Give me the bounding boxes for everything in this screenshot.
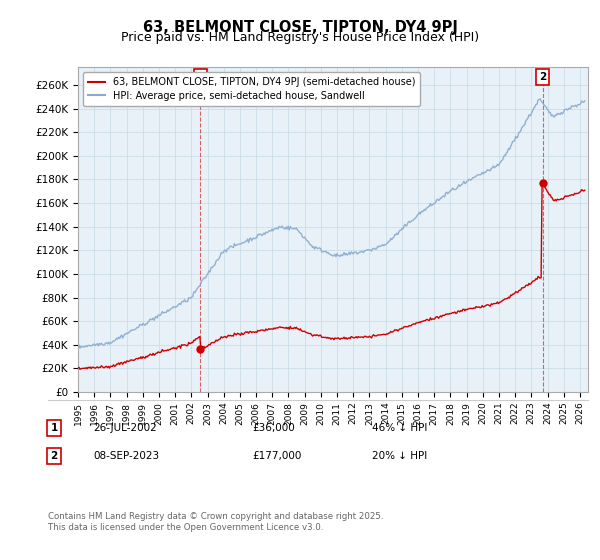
Legend: 63, BELMONT CLOSE, TIPTON, DY4 9PJ (semi-detached house), HPI: Average price, se: 63, BELMONT CLOSE, TIPTON, DY4 9PJ (semi… bbox=[83, 72, 421, 106]
Text: 26-JUL-2002: 26-JUL-2002 bbox=[93, 423, 157, 433]
Text: 46% ↓ HPI: 46% ↓ HPI bbox=[372, 423, 427, 433]
Text: 20% ↓ HPI: 20% ↓ HPI bbox=[372, 451, 427, 461]
Text: £177,000: £177,000 bbox=[252, 451, 301, 461]
Text: 1: 1 bbox=[50, 423, 58, 433]
Text: 63, BELMONT CLOSE, TIPTON, DY4 9PJ: 63, BELMONT CLOSE, TIPTON, DY4 9PJ bbox=[143, 20, 457, 35]
Text: £36,000: £36,000 bbox=[252, 423, 295, 433]
Text: Contains HM Land Registry data © Crown copyright and database right 2025.
This d: Contains HM Land Registry data © Crown c… bbox=[48, 512, 383, 532]
Text: 08-SEP-2023: 08-SEP-2023 bbox=[93, 451, 159, 461]
Text: Price paid vs. HM Land Registry's House Price Index (HPI): Price paid vs. HM Land Registry's House … bbox=[121, 31, 479, 44]
Text: 2: 2 bbox=[539, 72, 546, 82]
Text: 2: 2 bbox=[50, 451, 58, 461]
Text: 1: 1 bbox=[197, 72, 204, 82]
